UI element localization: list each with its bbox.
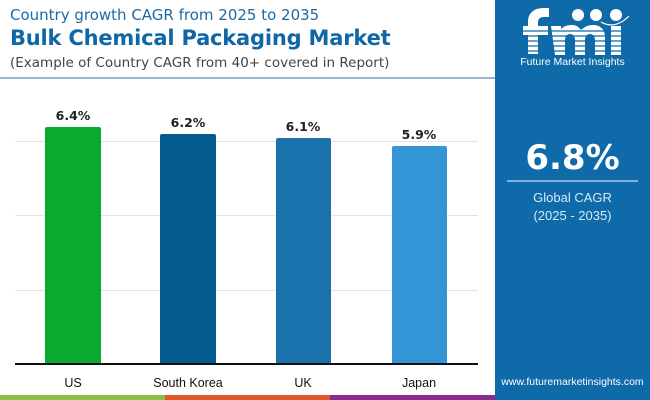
chart-header: Country growth CAGR from 2025 to 2035 Bu…: [0, 0, 495, 78]
gridline: [15, 141, 478, 142]
header-divider: [0, 77, 495, 79]
chart-note: (Example of Country CAGR from 40+ covere…: [10, 55, 390, 71]
bar-value-label: 6.1%: [285, 119, 321, 134]
global-cagr-period: (2025 - 2035): [533, 208, 612, 223]
global-cagr-value: 6.8%: [525, 138, 620, 178]
bar-value-label: 5.9%: [401, 127, 437, 142]
bar-value-label: 6.2%: [170, 115, 206, 130]
bar-south-korea: [160, 134, 216, 363]
bar-us: [45, 127, 101, 363]
chart-title: Bulk Chemical Packaging Market: [10, 26, 391, 50]
category-label: South Korea: [153, 376, 223, 390]
gridline: [15, 215, 478, 216]
x-axis-line: [15, 363, 478, 365]
global-cagr-label: Global CAGR (2025 - 2035): [495, 189, 650, 225]
fmi-logo-icon: [521, 8, 630, 55]
website-link[interactable]: www.futuremarketinsights.com: [501, 376, 644, 388]
chart-subtitle: Country growth CAGR from 2025 to 2035: [10, 6, 320, 24]
side-panel: Future Market Insights 6.8% Global CAGR …: [495, 0, 650, 400]
category-label: US: [64, 376, 82, 390]
bar-uk: [276, 138, 331, 363]
bar-chart: 6.4% US 6.2% South Korea 6.1% UK 5.9% Ja…: [0, 80, 495, 394]
bar-japan: [392, 146, 447, 363]
gridline: [15, 290, 478, 291]
footer-stripe-green: [0, 395, 165, 400]
global-cagr-title: Global CAGR: [533, 190, 612, 205]
footer-stripe-orange: [165, 395, 330, 400]
bar-value-label: 6.4%: [55, 108, 91, 123]
category-label: UK: [294, 376, 312, 390]
logo-text: Future Market Insights: [520, 56, 625, 68]
footer-stripe-purple: [330, 395, 495, 400]
category-label: Japan: [401, 376, 437, 390]
cagr-divider: [507, 180, 638, 182]
